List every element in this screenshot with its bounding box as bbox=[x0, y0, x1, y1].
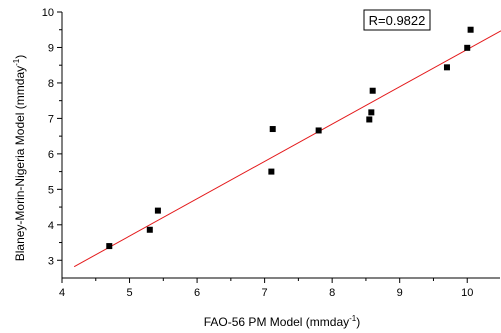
x-tick-label: 10 bbox=[461, 287, 473, 299]
data-points bbox=[106, 26, 474, 250]
regression-line bbox=[73, 30, 501, 268]
fit-line-layer bbox=[73, 30, 501, 268]
x-tick-label: 6 bbox=[194, 287, 200, 299]
y-tick-label: 6 bbox=[48, 149, 54, 161]
data-point bbox=[106, 243, 113, 250]
x-tick-label: 7 bbox=[262, 287, 268, 299]
y-tick-label: 8 bbox=[48, 78, 54, 90]
y-tick-label: 7 bbox=[48, 113, 54, 125]
data-point bbox=[369, 87, 376, 94]
y-tick-label: 9 bbox=[48, 42, 54, 54]
plot-area bbox=[61, 12, 500, 279]
y-axis-ticks: 3 4 5 6 7 8 9 10 bbox=[42, 7, 62, 267]
r-annotation-text: R=0.9822 bbox=[369, 13, 426, 28]
x-tick-label: 5 bbox=[126, 287, 132, 299]
r-annotation-box bbox=[363, 9, 431, 31]
y-axis-title: Blaney-Morin-Nigeria Model (mmday-1) bbox=[12, 55, 27, 262]
y-tick-label: 4 bbox=[48, 220, 54, 232]
x-tick-label: 9 bbox=[397, 287, 403, 299]
x-tick-label: 8 bbox=[329, 287, 335, 299]
data-point bbox=[268, 168, 275, 175]
data-point bbox=[467, 26, 474, 33]
data-point bbox=[443, 64, 450, 71]
y-tick-label: 10 bbox=[42, 7, 54, 19]
x-axis-title: FAO-56 PM Model (mmday-1) bbox=[204, 314, 361, 329]
data-point bbox=[269, 126, 276, 133]
r-annotation: R=0.9822 bbox=[363, 9, 431, 31]
x-tick-label: 4 bbox=[59, 287, 65, 299]
y-tick-label: 5 bbox=[48, 184, 54, 196]
data-point bbox=[464, 44, 471, 51]
x-axis-ticks: 4 5 6 7 8 9 10 bbox=[59, 278, 473, 299]
data-point bbox=[154, 207, 161, 214]
data-point bbox=[315, 127, 322, 134]
data-point bbox=[146, 226, 153, 233]
data-point bbox=[368, 109, 375, 116]
data-point bbox=[366, 116, 373, 123]
y-tick-label: 3 bbox=[48, 255, 54, 267]
